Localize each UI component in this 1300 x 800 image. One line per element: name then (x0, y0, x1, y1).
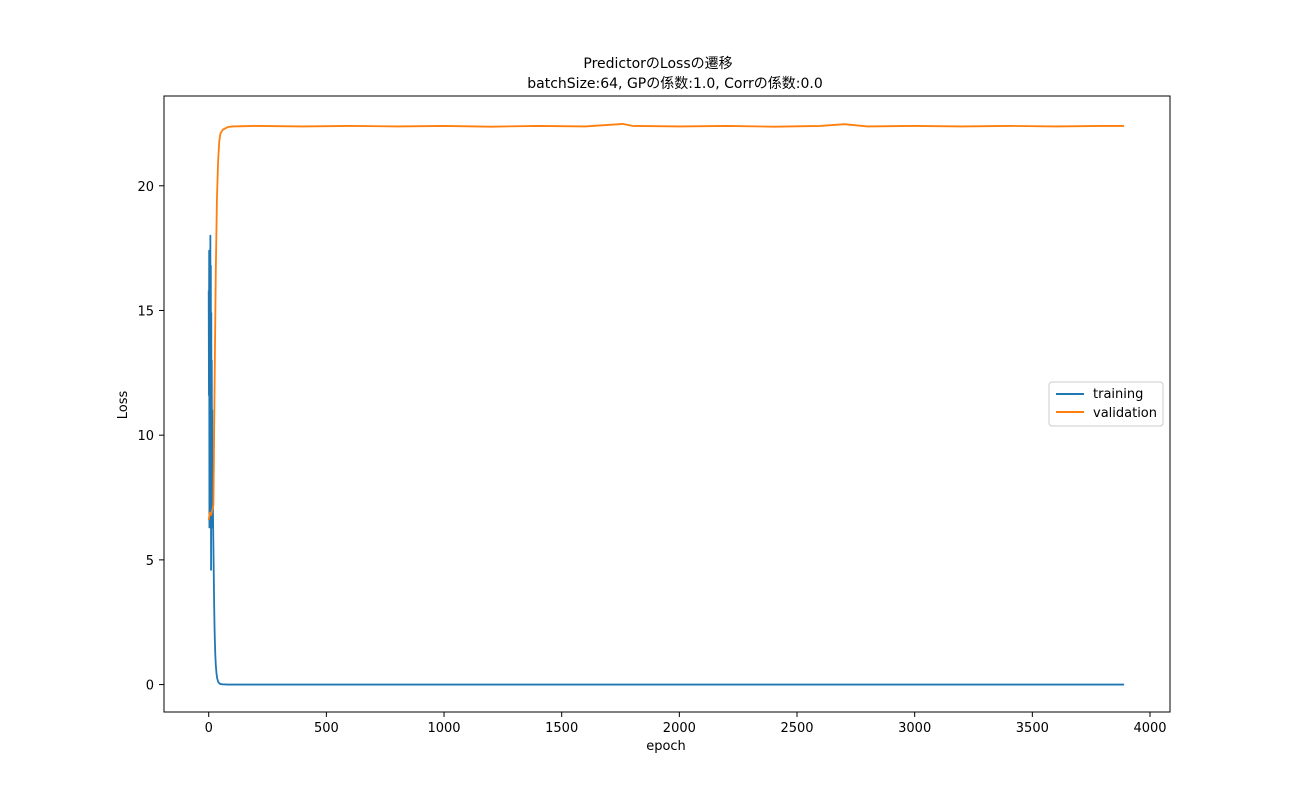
x-axis-ticks: 0 500 1000 1500 2000 2500 3000 3500 4000 (205, 712, 1167, 736)
legend-label-validation: validation (1093, 406, 1157, 421)
x-tick-label: 1500 (545, 721, 578, 736)
chart-subtitle: batchSize:64, GPの係数:1.0, Corrの係数:0.0 (527, 76, 822, 92)
y-tick-label: 0 (146, 679, 154, 694)
x-tick-label: 3000 (898, 721, 931, 736)
series-layer (207, 123, 1125, 686)
x-tick-label: 4000 (1133, 721, 1166, 736)
plot-area: 0 500 1000 1500 2000 2500 3000 3500 4000 0 5 10 15 2… (137, 95, 1171, 736)
legend: training validation (1048, 381, 1164, 427)
x-axis-label: epoch (646, 739, 686, 754)
series-line-training (207, 234, 1125, 686)
x-tick-label: 1000 (427, 721, 460, 736)
x-tick-label: 2500 (780, 721, 813, 736)
y-axis-label: Loss (116, 391, 131, 420)
y-axis-ticks: 0 5 10 15 20 (137, 180, 164, 694)
plot-frame (163, 95, 1171, 713)
y-tick-label: 5 (146, 554, 154, 569)
x-tick-label: 0 (205, 721, 213, 736)
x-tick-label: 3500 (1016, 721, 1049, 736)
y-tick-label: 15 (137, 304, 154, 319)
x-tick-label: 2000 (663, 721, 696, 736)
series-line-validation (207, 123, 1125, 521)
y-tick-label: 20 (137, 180, 154, 195)
legend-label-training: training (1093, 387, 1143, 402)
y-tick-label: 10 (137, 429, 154, 444)
x-tick-label: 500 (314, 721, 339, 736)
chart-title: PredictorのLossの遷移 (583, 56, 732, 72)
